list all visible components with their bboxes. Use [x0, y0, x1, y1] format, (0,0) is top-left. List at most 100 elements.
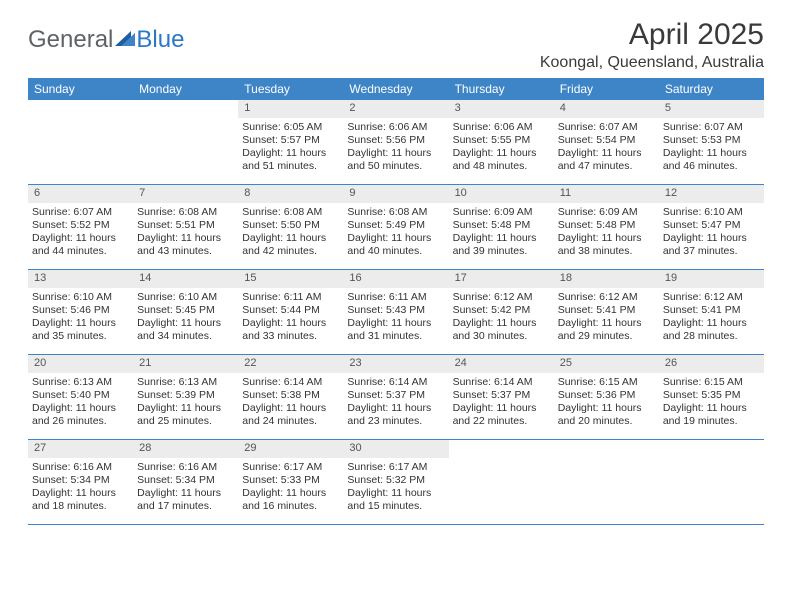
- daylight-text: Daylight: 11 hours and 37 minutes.: [663, 232, 760, 258]
- day-cell: 24Sunrise: 6:14 AMSunset: 5:37 PMDayligh…: [449, 355, 554, 439]
- day-cell: 17Sunrise: 6:12 AMSunset: 5:42 PMDayligh…: [449, 270, 554, 354]
- daylight-text: Daylight: 11 hours and 25 minutes.: [137, 402, 234, 428]
- day-body: Sunrise: 6:13 AMSunset: 5:39 PMDaylight:…: [133, 373, 238, 433]
- day-body: Sunrise: 6:10 AMSunset: 5:46 PMDaylight:…: [28, 288, 133, 348]
- week-row: 6Sunrise: 6:07 AMSunset: 5:52 PMDaylight…: [28, 185, 764, 270]
- sunrise-text: Sunrise: 6:11 AM: [347, 291, 444, 304]
- day-cell: [449, 440, 554, 524]
- day-cell: 8Sunrise: 6:08 AMSunset: 5:50 PMDaylight…: [238, 185, 343, 269]
- day-body: Sunrise: 6:13 AMSunset: 5:40 PMDaylight:…: [28, 373, 133, 433]
- sunset-text: Sunset: 5:33 PM: [242, 474, 339, 487]
- day-body: Sunrise: 6:08 AMSunset: 5:51 PMDaylight:…: [133, 203, 238, 263]
- daylight-text: Daylight: 11 hours and 43 minutes.: [137, 232, 234, 258]
- sunset-text: Sunset: 5:49 PM: [347, 219, 444, 232]
- daylight-text: Daylight: 11 hours and 15 minutes.: [347, 487, 444, 513]
- week-row: 27Sunrise: 6:16 AMSunset: 5:34 PMDayligh…: [28, 440, 764, 525]
- day-number: 15: [238, 270, 343, 288]
- day-number: 10: [449, 185, 554, 203]
- day-body: Sunrise: 6:07 AMSunset: 5:52 PMDaylight:…: [28, 203, 133, 263]
- day-cell: 27Sunrise: 6:16 AMSunset: 5:34 PMDayligh…: [28, 440, 133, 524]
- sunrise-text: Sunrise: 6:07 AM: [558, 121, 655, 134]
- day-body: Sunrise: 6:08 AMSunset: 5:50 PMDaylight:…: [238, 203, 343, 263]
- day-number: 20: [28, 355, 133, 373]
- day-body: Sunrise: 6:16 AMSunset: 5:34 PMDaylight:…: [133, 458, 238, 518]
- day-number: 28: [133, 440, 238, 458]
- dow-thursday: Thursday: [449, 78, 554, 100]
- day-cell: 29Sunrise: 6:17 AMSunset: 5:33 PMDayligh…: [238, 440, 343, 524]
- sunset-text: Sunset: 5:34 PM: [137, 474, 234, 487]
- day-body: Sunrise: 6:08 AMSunset: 5:49 PMDaylight:…: [343, 203, 448, 263]
- sunset-text: Sunset: 5:46 PM: [32, 304, 129, 317]
- sunset-text: Sunset: 5:32 PM: [347, 474, 444, 487]
- weeks-container: 1Sunrise: 6:05 AMSunset: 5:57 PMDaylight…: [28, 100, 764, 525]
- sunrise-text: Sunrise: 6:15 AM: [558, 376, 655, 389]
- day-cell: [133, 100, 238, 184]
- sunset-text: Sunset: 5:50 PM: [242, 219, 339, 232]
- day-number: 30: [343, 440, 448, 458]
- day-cell: 19Sunrise: 6:12 AMSunset: 5:41 PMDayligh…: [659, 270, 764, 354]
- daylight-text: Daylight: 11 hours and 51 minutes.: [242, 147, 339, 173]
- sunrise-text: Sunrise: 6:12 AM: [558, 291, 655, 304]
- daylight-text: Daylight: 11 hours and 23 minutes.: [347, 402, 444, 428]
- week-row: 1Sunrise: 6:05 AMSunset: 5:57 PMDaylight…: [28, 100, 764, 185]
- sunset-text: Sunset: 5:45 PM: [137, 304, 234, 317]
- day-number: 16: [343, 270, 448, 288]
- sunset-text: Sunset: 5:54 PM: [558, 134, 655, 147]
- day-body: Sunrise: 6:07 AMSunset: 5:54 PMDaylight:…: [554, 118, 659, 178]
- dow-tuesday: Tuesday: [238, 78, 343, 100]
- sunrise-text: Sunrise: 6:13 AM: [137, 376, 234, 389]
- day-number: 3: [449, 100, 554, 118]
- day-cell: 4Sunrise: 6:07 AMSunset: 5:54 PMDaylight…: [554, 100, 659, 184]
- sunset-text: Sunset: 5:48 PM: [453, 219, 550, 232]
- sunset-text: Sunset: 5:42 PM: [453, 304, 550, 317]
- daylight-text: Daylight: 11 hours and 38 minutes.: [558, 232, 655, 258]
- day-cell: 1Sunrise: 6:05 AMSunset: 5:57 PMDaylight…: [238, 100, 343, 184]
- day-body: Sunrise: 6:17 AMSunset: 5:32 PMDaylight:…: [343, 458, 448, 518]
- sunrise-text: Sunrise: 6:10 AM: [663, 206, 760, 219]
- day-body: Sunrise: 6:14 AMSunset: 5:37 PMDaylight:…: [449, 373, 554, 433]
- day-body: Sunrise: 6:06 AMSunset: 5:56 PMDaylight:…: [343, 118, 448, 178]
- day-body: Sunrise: 6:17 AMSunset: 5:33 PMDaylight:…: [238, 458, 343, 518]
- triangle-icon: [113, 26, 136, 54]
- day-number: 18: [554, 270, 659, 288]
- day-cell: 18Sunrise: 6:12 AMSunset: 5:41 PMDayligh…: [554, 270, 659, 354]
- day-cell: [659, 440, 764, 524]
- day-number: 8: [238, 185, 343, 203]
- daylight-text: Daylight: 11 hours and 20 minutes.: [558, 402, 655, 428]
- sunset-text: Sunset: 5:47 PM: [663, 219, 760, 232]
- day-number: 5: [659, 100, 764, 118]
- sunrise-text: Sunrise: 6:11 AM: [242, 291, 339, 304]
- sunrise-text: Sunrise: 6:07 AM: [32, 206, 129, 219]
- sunset-text: Sunset: 5:51 PM: [137, 219, 234, 232]
- daylight-text: Daylight: 11 hours and 48 minutes.: [453, 147, 550, 173]
- day-cell: 11Sunrise: 6:09 AMSunset: 5:48 PMDayligh…: [554, 185, 659, 269]
- sunset-text: Sunset: 5:41 PM: [663, 304, 760, 317]
- header: General Blue April 2025 Koongal, Queensl…: [28, 18, 764, 72]
- day-number: 24: [449, 355, 554, 373]
- sunrise-text: Sunrise: 6:14 AM: [242, 376, 339, 389]
- day-body: Sunrise: 6:09 AMSunset: 5:48 PMDaylight:…: [449, 203, 554, 263]
- day-cell: 12Sunrise: 6:10 AMSunset: 5:47 PMDayligh…: [659, 185, 764, 269]
- day-number: 22: [238, 355, 343, 373]
- daylight-text: Daylight: 11 hours and 33 minutes.: [242, 317, 339, 343]
- sunset-text: Sunset: 5:55 PM: [453, 134, 550, 147]
- day-body: Sunrise: 6:11 AMSunset: 5:43 PMDaylight:…: [343, 288, 448, 348]
- day-number: 21: [133, 355, 238, 373]
- daylight-text: Daylight: 11 hours and 34 minutes.: [137, 317, 234, 343]
- sunset-text: Sunset: 5:38 PM: [242, 389, 339, 402]
- daylight-text: Daylight: 11 hours and 26 minutes.: [32, 402, 129, 428]
- day-number: 11: [554, 185, 659, 203]
- sunrise-text: Sunrise: 6:10 AM: [137, 291, 234, 304]
- day-number: 17: [449, 270, 554, 288]
- daylight-text: Daylight: 11 hours and 18 minutes.: [32, 487, 129, 513]
- day-body: Sunrise: 6:07 AMSunset: 5:53 PMDaylight:…: [659, 118, 764, 178]
- daylight-text: Daylight: 11 hours and 28 minutes.: [663, 317, 760, 343]
- day-cell: 16Sunrise: 6:11 AMSunset: 5:43 PMDayligh…: [343, 270, 448, 354]
- day-number: 29: [238, 440, 343, 458]
- day-number: 1: [238, 100, 343, 118]
- daylight-text: Daylight: 11 hours and 42 minutes.: [242, 232, 339, 258]
- calendar-page: General Blue April 2025 Koongal, Queensl…: [0, 0, 792, 543]
- daylight-text: Daylight: 11 hours and 44 minutes.: [32, 232, 129, 258]
- sunrise-text: Sunrise: 6:08 AM: [347, 206, 444, 219]
- day-number: 2: [343, 100, 448, 118]
